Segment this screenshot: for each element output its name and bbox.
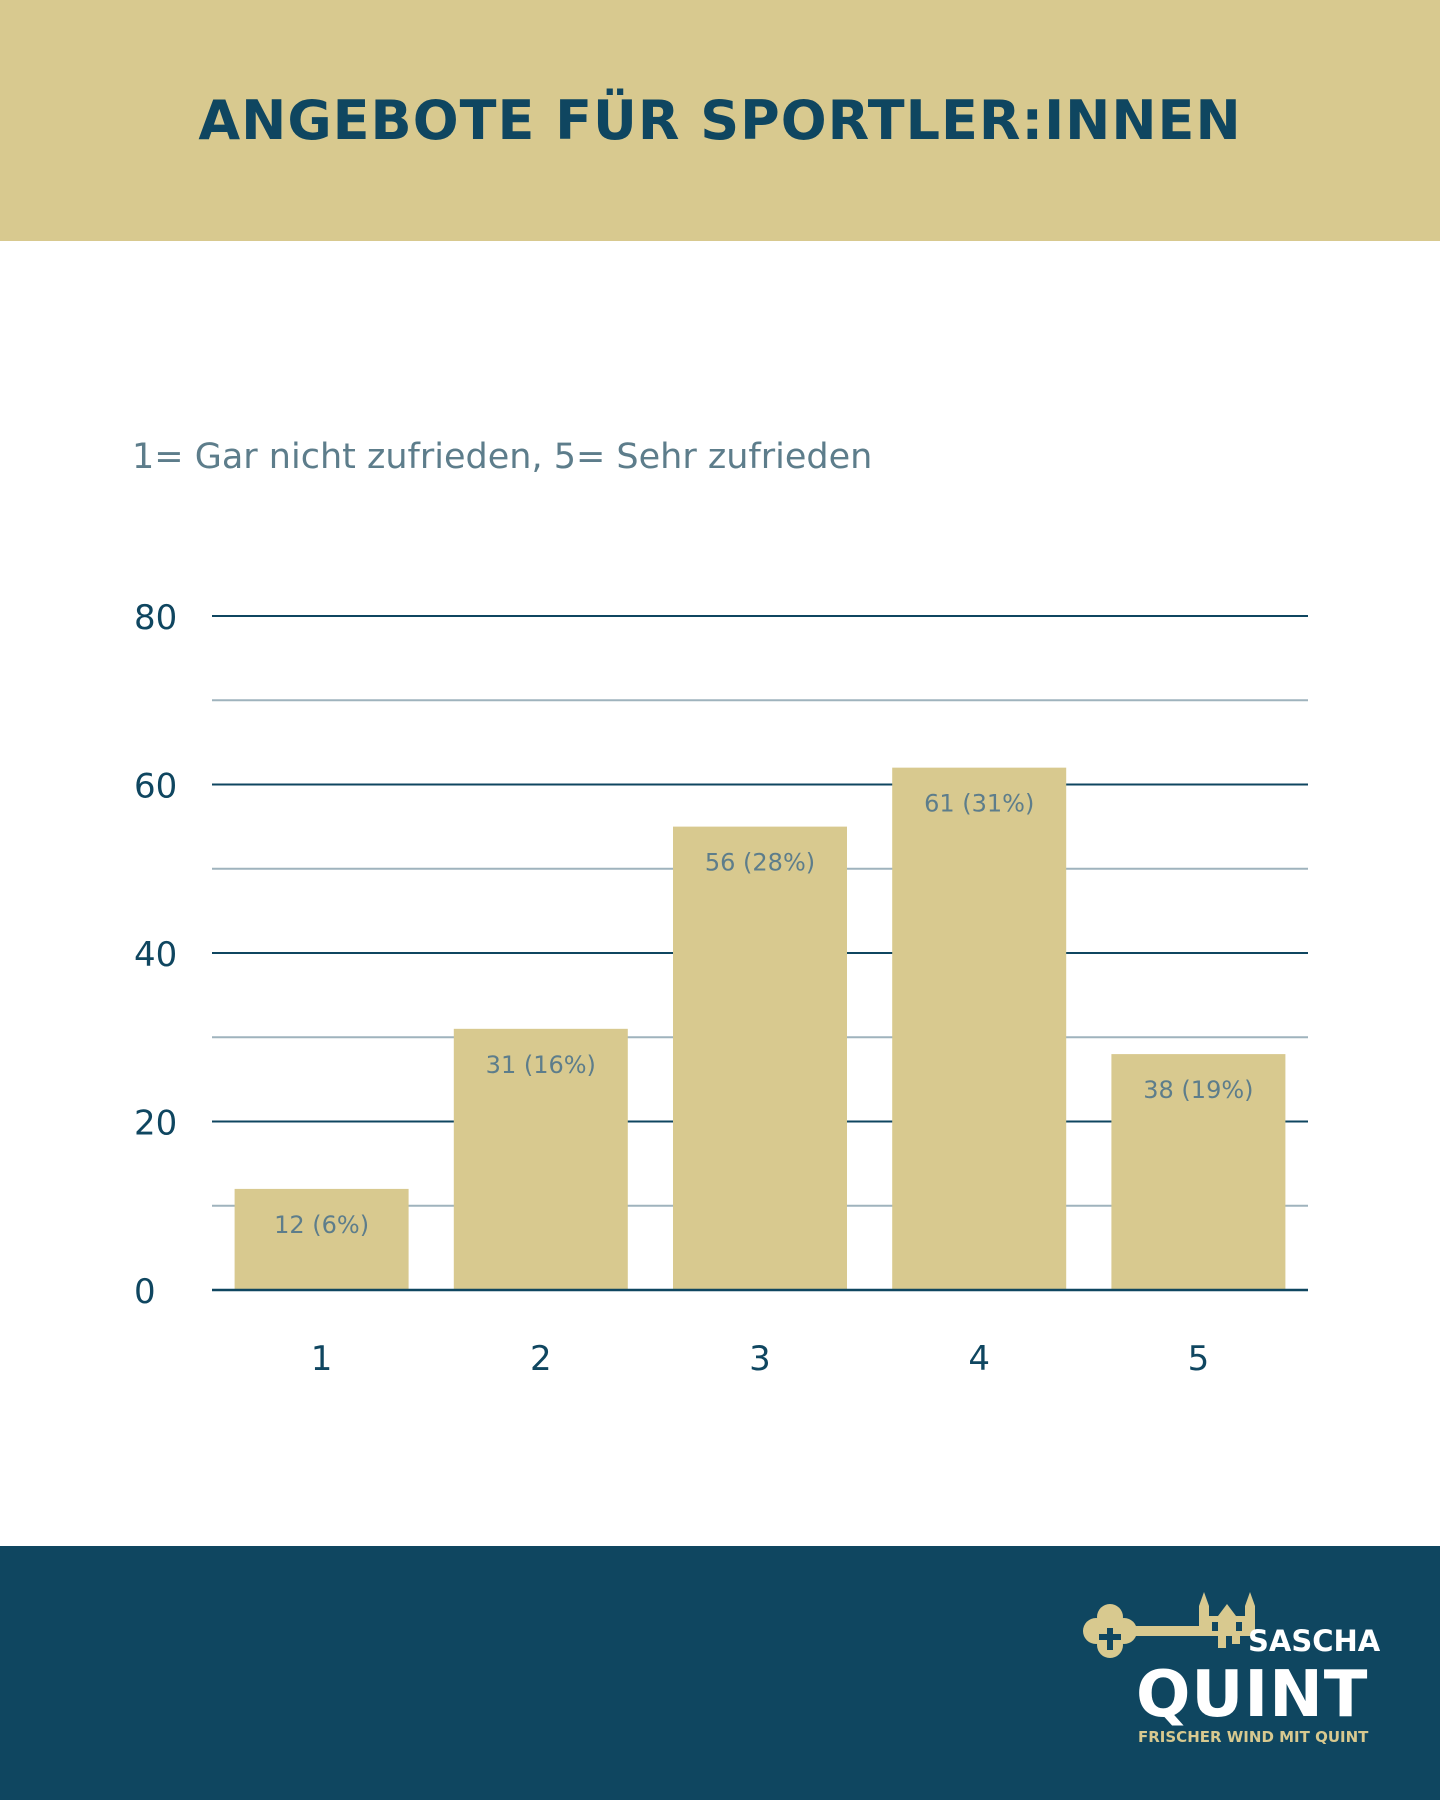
y-tick-label: 40 (134, 935, 177, 975)
key-cathedral-icon (1083, 1592, 1255, 1658)
x-tick-label: 3 (749, 1339, 771, 1379)
logo-first-name: SASCHA (1248, 1624, 1381, 1658)
scale-legend: 1= Gar nicht zufrieden, 5= Sehr zufriede… (132, 437, 873, 477)
y-tick-label: 0 (134, 1272, 156, 1312)
bar (892, 767, 1067, 1290)
logo-last-name: QUINT (1136, 1658, 1369, 1732)
x-tick-label: 4 (968, 1339, 990, 1379)
page-title: ANGEBOTE FÜR SPORTLER:INNEN (198, 89, 1242, 152)
bar-data-label: 61 (31%) (924, 790, 1034, 818)
x-tick-label: 5 (1188, 1339, 1210, 1379)
bar (673, 826, 847, 1290)
campaign-logo: SASCHA QUINT FRISCHER WIND MIT QUINT (1068, 1586, 1388, 1776)
bar-data-label: 31 (16%) (486, 1051, 596, 1079)
logo-tagline: FRISCHER WIND MIT QUINT (1138, 1728, 1369, 1746)
header-banner: ANGEBOTE FÜR SPORTLER:INNEN (0, 0, 1440, 241)
x-tick-label: 2 (530, 1339, 552, 1379)
y-tick-label: 60 (134, 767, 177, 807)
bar-data-label: 38 (19%) (1143, 1076, 1253, 1104)
bar (453, 1028, 628, 1290)
bar-chart: 0 20 40 60 80 12 (6%) 1 31 (16%) 2 56 (28%) 3 61 (3… (134, 598, 1308, 1379)
x-tick-label: 1 (311, 1339, 333, 1379)
bar (1111, 1054, 1286, 1290)
footer-banner (0, 1546, 1440, 1800)
bar (234, 1188, 409, 1290)
y-tick-label: 80 (134, 598, 177, 638)
y-tick-label: 20 (134, 1104, 177, 1144)
bar-data-label: 56 (28%) (705, 849, 815, 877)
bar-data-label: 12 (6%) (274, 1211, 369, 1239)
